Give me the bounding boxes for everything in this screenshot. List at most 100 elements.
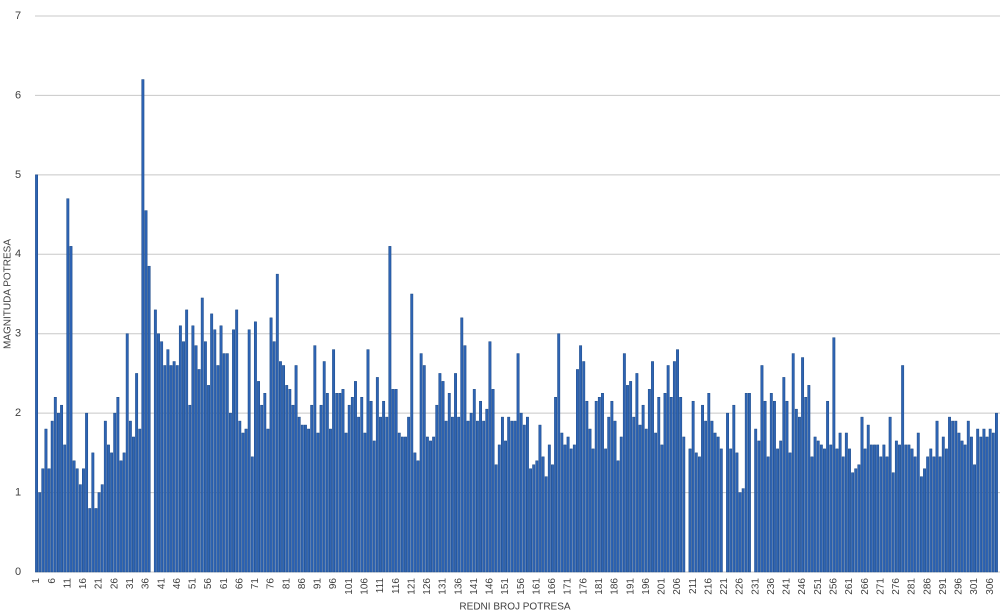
bar <box>41 468 45 573</box>
bar <box>898 444 901 573</box>
bar <box>841 456 845 573</box>
bar <box>63 444 67 573</box>
bar <box>188 404 192 573</box>
bar <box>275 273 279 573</box>
bar <box>848 448 851 573</box>
bar <box>929 448 933 573</box>
bar <box>957 432 961 573</box>
bar <box>854 468 858 573</box>
bar <box>57 412 60 573</box>
bar <box>363 432 367 573</box>
bar <box>116 397 120 573</box>
bar <box>785 400 789 573</box>
bar <box>857 464 861 573</box>
bar <box>466 420 470 573</box>
bar <box>932 456 936 573</box>
bar <box>282 365 286 573</box>
bar <box>163 365 167 573</box>
bar <box>747 393 751 573</box>
bar <box>454 373 457 573</box>
bar <box>191 325 195 573</box>
bar <box>232 329 235 573</box>
bar <box>701 404 704 573</box>
bar <box>47 468 51 573</box>
bar <box>147 265 151 573</box>
y-axis-title: MAGNITUDA POTRESA <box>3 239 14 349</box>
bar <box>425 436 429 573</box>
bar <box>660 444 664 573</box>
bar <box>798 416 801 573</box>
x-tick-label: 116 <box>391 578 402 594</box>
bar <box>835 448 839 573</box>
bar <box>622 353 626 573</box>
x-tick-label: 286 <box>922 578 933 595</box>
y-tick-label: 4 <box>15 248 21 260</box>
bar <box>657 397 661 573</box>
bar <box>635 373 639 573</box>
y-tick-label: 0 <box>15 566 21 578</box>
bar <box>491 389 495 573</box>
bar <box>294 365 298 573</box>
bar <box>472 389 476 573</box>
bar <box>447 393 451 573</box>
bar <box>510 420 514 573</box>
bar <box>316 432 320 573</box>
bar <box>372 440 376 573</box>
x-tick-label: 221 <box>719 578 730 595</box>
x-tick-label: 131 <box>438 578 449 595</box>
bar <box>322 361 326 573</box>
bar <box>676 349 679 573</box>
x-tick-label: 111 <box>375 578 386 594</box>
x-tick-label: 41 <box>156 578 167 590</box>
bar <box>710 420 714 573</box>
bar <box>319 404 323 573</box>
bar <box>651 361 654 573</box>
bar <box>923 468 926 573</box>
bar <box>954 420 958 573</box>
x-tick-label: 271 <box>875 578 886 595</box>
bar <box>263 393 267 573</box>
bar <box>554 397 558 573</box>
bar <box>203 341 207 573</box>
bar <box>382 400 386 573</box>
x-tick-label: 261 <box>844 578 855 595</box>
bar <box>53 397 57 573</box>
bar <box>526 416 529 573</box>
bar <box>441 381 445 573</box>
bar <box>729 448 733 573</box>
bar <box>629 381 633 573</box>
bar <box>482 420 486 573</box>
bar <box>926 456 930 573</box>
x-tick-label: 36 <box>141 578 152 590</box>
x-tick-label: 191 <box>625 578 636 595</box>
bar <box>888 416 892 573</box>
bar <box>457 416 461 573</box>
bar <box>585 400 589 573</box>
x-tick-label: 201 <box>657 578 668 595</box>
bar <box>694 452 698 573</box>
bar <box>882 444 886 573</box>
bar <box>72 460 76 573</box>
bar <box>288 389 292 573</box>
bar <box>313 345 317 573</box>
bar <box>335 393 339 573</box>
bar <box>222 353 226 573</box>
bar <box>769 393 773 573</box>
bar <box>213 329 217 573</box>
bar <box>91 452 95 573</box>
bar <box>200 297 204 573</box>
x-tick-label: 6 <box>47 578 58 584</box>
bar <box>941 436 945 573</box>
bar <box>948 416 951 573</box>
bar <box>979 436 983 573</box>
x-tick-label: 306 <box>985 578 996 595</box>
x-tick-label: 266 <box>860 578 871 595</box>
bar <box>804 397 808 573</box>
bar <box>919 476 923 573</box>
bar <box>654 432 658 573</box>
bar <box>813 436 817 573</box>
bar <box>744 393 748 573</box>
bar <box>350 397 354 573</box>
bar <box>613 420 617 573</box>
bar <box>647 389 651 573</box>
